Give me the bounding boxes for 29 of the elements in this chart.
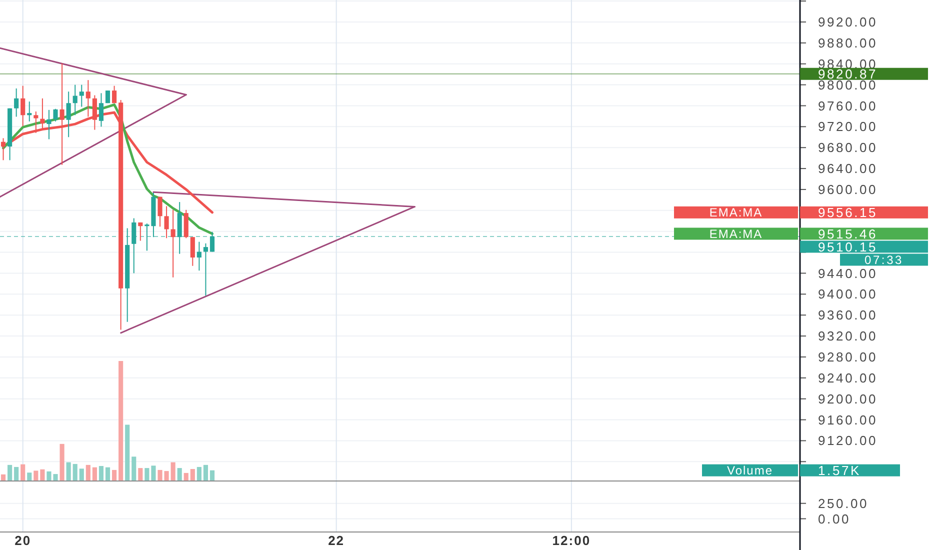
y-tick-label: 9120.00	[818, 433, 878, 448]
y-tick-label: 9320.00	[818, 328, 878, 344]
y-tick-label: 9760.00	[818, 98, 878, 114]
y-tick-label: 9880.00	[818, 35, 878, 50]
x-tick-label: 22	[328, 533, 345, 548]
y-tick-label: 9640.00	[818, 161, 878, 176]
y-tick-label: 9440.00	[818, 266, 878, 281]
name-tag: Volume	[702, 464, 798, 478]
y-tick-label: 9160.00	[818, 412, 878, 428]
y-tick-label: 9920.00	[818, 14, 878, 30]
ref-line-label: 9510.15	[818, 239, 878, 254]
text: 07:33	[864, 252, 904, 267]
y-tick-label: 9556.15	[818, 204, 878, 220]
y-tick-label: 9240.00	[818, 370, 878, 386]
x-tick-label: 20	[14, 533, 32, 548]
y-tick-label: 9680.00	[818, 140, 878, 156]
y-tick-label: 250.00	[818, 496, 869, 511]
y-tick-label: 9280.00	[818, 350, 878, 365]
y-tick-label: 9200.00	[818, 391, 878, 406]
y-tick-label: 0.00	[818, 511, 851, 526]
y-tick-label: 9400.00	[818, 286, 878, 302]
name-tag: EMA:MA	[674, 226, 798, 241]
y-tick-label: 9600.00	[818, 182, 878, 198]
name-tag: EMA:MA	[674, 206, 798, 220]
y-tick-label: 9515.46	[818, 226, 878, 242]
y-tick-label: 9360.00	[818, 308, 878, 323]
y-tick-label: 9720.00	[818, 119, 878, 134]
x-tick-label: 12:00	[552, 533, 591, 548]
text: 1.57K	[818, 462, 861, 478]
